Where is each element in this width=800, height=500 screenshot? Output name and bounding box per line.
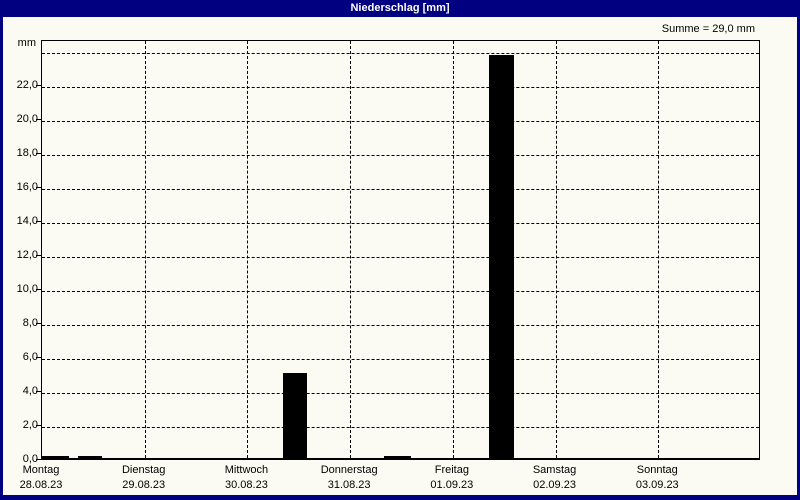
gridline-horizontal [42, 290, 759, 292]
x-axis-date-label: 29.08.23 [122, 479, 166, 491]
y-tick-label: 14,0 [16, 214, 38, 227]
gridline-vertical [555, 41, 557, 458]
gridline-horizontal [42, 358, 759, 360]
gridline-vertical [658, 41, 660, 458]
x-axis-date-label: 31.08.23 [327, 479, 371, 491]
gridline-horizontal [42, 52, 759, 54]
gridline-vertical [452, 41, 454, 458]
y-tick-label: 18,0 [16, 146, 38, 159]
y-tick-mark [36, 459, 41, 460]
sum-label: Summe = 29,0 mm [661, 23, 755, 35]
gridline-horizontal [42, 392, 759, 394]
y-tick-label: 10,0 [16, 282, 38, 295]
window-border-right [797, 17, 800, 500]
gridline-vertical [350, 41, 352, 458]
x-axis-date-label: 02.09.23 [533, 479, 576, 491]
x-axis-date-label: 28.08.23 [19, 479, 63, 491]
y-tick-label: 22,0 [16, 78, 38, 91]
y-tick-mark [36, 424, 41, 426]
y-tick-label: 0,0 [22, 453, 38, 465]
y-tick-label: 16,0 [16, 180, 38, 193]
plot-area [41, 40, 760, 460]
gridline-horizontal [42, 222, 759, 224]
x-axis-date-label: 03.09.23 [635, 479, 679, 491]
y-tick-label: 2,0 [22, 418, 38, 431]
gridline-horizontal [42, 86, 759, 88]
x-axis-day-label: Sonntag [636, 464, 678, 476]
gridline-horizontal [42, 426, 759, 428]
y-tick-label: 4,0 [22, 384, 38, 397]
gridline-horizontal [42, 256, 759, 258]
bar [384, 456, 411, 458]
window-title: Niederschlag [mm] [350, 2, 450, 14]
window-border-bottom [0, 495, 800, 500]
y-tick-mark [36, 254, 41, 256]
gridline-horizontal [42, 154, 759, 156]
bar [488, 55, 515, 458]
gridline-horizontal [42, 324, 759, 326]
y-tick-mark [36, 118, 41, 120]
y-tick-mark [36, 152, 41, 154]
y-axis-unit-label: mm [17, 37, 36, 49]
y-tick-mark [36, 390, 41, 392]
x-axis-day-label: Mittwoch [224, 464, 269, 476]
title-bar: Niederschlag [mm] [0, 0, 800, 17]
gridline-horizontal [42, 120, 759, 122]
x-axis-day-label: Donnerstag [320, 464, 378, 476]
y-tick-label: 12,0 [16, 248, 38, 261]
x-axis-day-label: Dienstag [121, 464, 166, 476]
y-tick-label: 8,0 [22, 316, 38, 329]
bar [283, 372, 307, 458]
bar [42, 456, 69, 458]
gridline-vertical [144, 41, 146, 458]
window-border-left [0, 17, 3, 500]
x-axis-day-label: Freitag [434, 464, 469, 476]
y-tick-mark [36, 220, 41, 222]
y-tick-mark [36, 84, 41, 86]
y-tick-label: 6,0 [22, 350, 38, 363]
y-tick-mark [36, 322, 41, 324]
gridline-horizontal [42, 188, 759, 190]
x-axis-date-label: 30.08.23 [225, 479, 268, 491]
gridline-vertical [247, 41, 249, 458]
x-axis-day-label: Montag [22, 464, 60, 476]
y-tick-mark [36, 288, 41, 290]
y-tick-label: 20,0 [16, 112, 38, 125]
y-tick-mark [36, 356, 41, 358]
y-tick-mark [36, 186, 41, 188]
x-axis-day-label: Samstag [532, 464, 577, 476]
bar [77, 456, 102, 458]
x-axis-date-label: 01.09.23 [430, 479, 474, 491]
